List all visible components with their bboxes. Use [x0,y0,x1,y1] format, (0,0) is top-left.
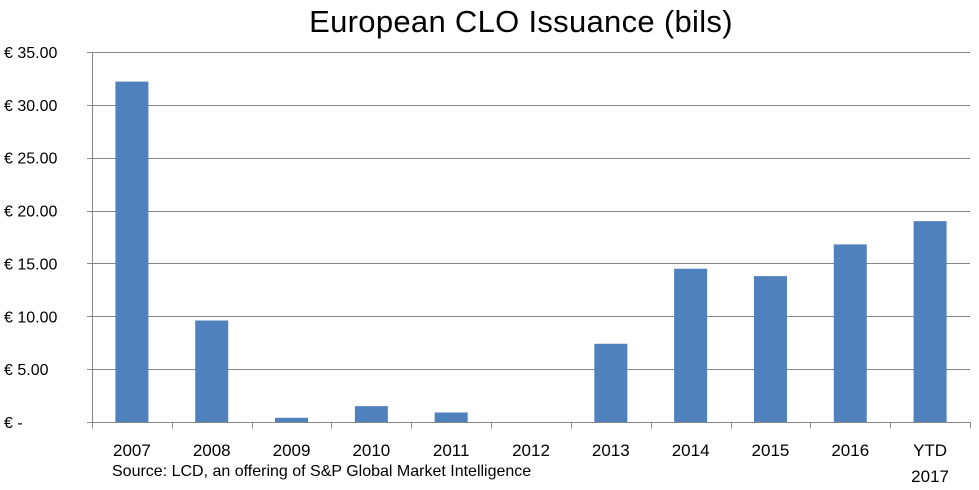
y-tick-label: € 20.00 [4,204,57,221]
chart-title: European CLO Issuance (bils) [309,4,733,39]
y-tick-label: € 15.00 [4,256,57,273]
chart-source-note: Source: LCD, an offering of S&P Global M… [112,463,532,480]
x-tick-label: 2008 [193,441,231,460]
y-tick-label: € 30.00 [4,98,57,115]
bar-2015 [753,276,787,422]
x-tick-label: 2015 [752,441,790,460]
bar-2013 [594,343,628,422]
x-tick-label: 2016 [831,441,869,460]
x-tick-label: YTD [913,441,947,460]
bar-2011 [434,412,468,422]
x-tick-label: 2012 [512,441,550,460]
y-tick-label: € 5.00 [4,362,49,379]
y-tick-label: € 25.00 [4,151,57,168]
x-tick-label: 2010 [352,441,390,460]
x-tick-label: 2009 [273,441,311,460]
x-tick-label: 2014 [672,441,710,460]
y-tick-label: € 10.00 [4,309,57,326]
bar-2016 [833,244,867,422]
bar-2009 [275,417,309,422]
x-tick-label: 2013 [592,441,630,460]
y-tick-label: € - [4,415,23,432]
x-tick-label: 2011 [433,441,470,460]
y-tick-label: € 35.00 [4,45,57,62]
x-tick-label: 2007 [113,441,151,460]
x-tick-label: 2017 [911,467,949,486]
bar-2010 [354,406,388,422]
bar-2007 [115,81,149,422]
bar-2014 [674,268,708,422]
bar-ytd-2017 [913,221,947,422]
bar-2008 [195,320,229,422]
